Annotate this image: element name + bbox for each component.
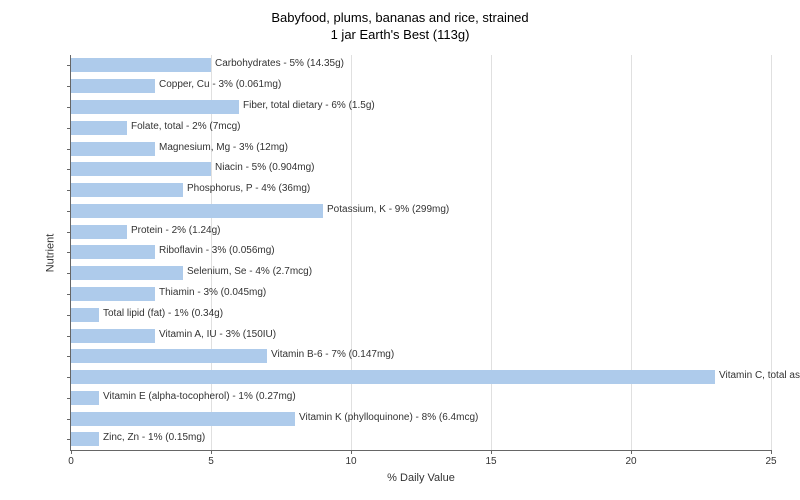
bar: Vitamin C, total ascorbic acid - 23% (13…	[71, 370, 715, 384]
bar-row: Fiber, total dietary - 6% (1.5g)	[71, 97, 771, 118]
bar-row: Magnesium, Mg - 3% (12mg)	[71, 138, 771, 159]
bar-row: Vitamin B-6 - 7% (0.147mg)	[71, 346, 771, 367]
bar-label: Vitamin K (phylloquinone) - 8% (6.4mcg)	[299, 412, 478, 423]
bar: Phosphorus, P - 4% (36mg)	[71, 183, 183, 197]
bar: Protein - 2% (1.24g)	[71, 225, 127, 239]
chart-title: Babyfood, plums, bananas and rice, strai…	[0, 0, 800, 44]
bar-row: Carbohydrates - 5% (14.35g)	[71, 55, 771, 76]
bar-label: Phosphorus, P - 4% (36mg)	[187, 183, 310, 194]
bar: Total lipid (fat) - 1% (0.34g)	[71, 308, 99, 322]
bar-label: Protein - 2% (1.24g)	[131, 225, 221, 236]
plot-area: Nutrient % Daily Value 0510152025Carbohy…	[70, 55, 771, 451]
x-tick-label: 25	[765, 456, 776, 467]
x-tick-label: 10	[345, 456, 356, 467]
bar-row: Vitamin E (alpha-tocopherol) - 1% (0.27m…	[71, 388, 771, 409]
x-tick-label: 5	[208, 456, 214, 467]
bar-label: Vitamin C, total ascorbic acid - 23% (13…	[719, 370, 800, 381]
bar-row: Vitamin A, IU - 3% (150IU)	[71, 325, 771, 346]
bar: Riboflavin - 3% (0.056mg)	[71, 245, 155, 259]
bar: Thiamin - 3% (0.045mg)	[71, 287, 155, 301]
bar-row: Zinc, Zn - 1% (0.15mg)	[71, 429, 771, 450]
bar: Potassium, K - 9% (299mg)	[71, 204, 323, 218]
bar-label: Magnesium, Mg - 3% (12mg)	[159, 142, 288, 153]
x-tick-mark	[771, 450, 772, 454]
bar-label: Carbohydrates - 5% (14.35g)	[215, 58, 344, 69]
title-line-2: 1 jar Earth's Best (113g)	[0, 27, 800, 44]
bar-label: Selenium, Se - 4% (2.7mcg)	[187, 266, 312, 277]
bar: Fiber, total dietary - 6% (1.5g)	[71, 100, 239, 114]
x-tick-mark	[211, 450, 212, 454]
bar-row: Potassium, K - 9% (299mg)	[71, 200, 771, 221]
bar-label: Folate, total - 2% (7mcg)	[131, 121, 240, 132]
bar-row: Selenium, Se - 4% (2.7mcg)	[71, 263, 771, 284]
x-axis-label: % Daily Value	[387, 472, 455, 484]
bar: Vitamin K (phylloquinone) - 8% (6.4mcg)	[71, 412, 295, 426]
bar-row: Vitamin K (phylloquinone) - 8% (6.4mcg)	[71, 408, 771, 429]
bar: Folate, total - 2% (7mcg)	[71, 121, 127, 135]
bar-label: Fiber, total dietary - 6% (1.5g)	[243, 100, 375, 111]
bar-label: Copper, Cu - 3% (0.061mg)	[159, 79, 281, 90]
bar: Zinc, Zn - 1% (0.15mg)	[71, 432, 99, 446]
bar-label: Niacin - 5% (0.904mg)	[215, 162, 314, 173]
bar-row: Niacin - 5% (0.904mg)	[71, 159, 771, 180]
x-tick-mark	[351, 450, 352, 454]
bar: Magnesium, Mg - 3% (12mg)	[71, 142, 155, 156]
x-tick-mark	[491, 450, 492, 454]
bar-row: Folate, total - 2% (7mcg)	[71, 117, 771, 138]
bar-row: Copper, Cu - 3% (0.061mg)	[71, 76, 771, 97]
bar-row: Phosphorus, P - 4% (36mg)	[71, 180, 771, 201]
x-tick-label: 15	[485, 456, 496, 467]
x-tick-label: 20	[625, 456, 636, 467]
bar: Niacin - 5% (0.904mg)	[71, 162, 211, 176]
bar-label: Vitamin B-6 - 7% (0.147mg)	[271, 349, 394, 360]
bar: Copper, Cu - 3% (0.061mg)	[71, 79, 155, 93]
title-line-1: Babyfood, plums, bananas and rice, strai…	[0, 10, 800, 27]
bar-label: Potassium, K - 9% (299mg)	[327, 204, 449, 215]
bar-label: Zinc, Zn - 1% (0.15mg)	[103, 432, 205, 443]
bar-label: Total lipid (fat) - 1% (0.34g)	[103, 308, 223, 319]
bar-label: Vitamin E (alpha-tocopherol) - 1% (0.27m…	[103, 391, 296, 402]
bar-row: Thiamin - 3% (0.045mg)	[71, 284, 771, 305]
chart-container: Babyfood, plums, bananas and rice, strai…	[0, 0, 800, 500]
bar-label: Riboflavin - 3% (0.056mg)	[159, 245, 275, 256]
bar: Selenium, Se - 4% (2.7mcg)	[71, 266, 183, 280]
bars-group: Carbohydrates - 5% (14.35g) Copper, Cu - …	[71, 55, 771, 450]
y-axis-label: Nutrient	[44, 233, 56, 272]
x-tick-label: 0	[68, 456, 74, 467]
bar: Vitamin E (alpha-tocopherol) - 1% (0.27m…	[71, 391, 99, 405]
x-tick-mark	[71, 450, 72, 454]
bar-row: Vitamin C, total ascorbic acid - 23% (13…	[71, 367, 771, 388]
bar-label: Thiamin - 3% (0.045mg)	[159, 287, 266, 298]
bar: Carbohydrates - 5% (14.35g)	[71, 58, 211, 72]
bar-label: Vitamin A, IU - 3% (150IU)	[159, 329, 276, 340]
gridline	[771, 55, 772, 450]
bar-row: Protein - 2% (1.24g)	[71, 221, 771, 242]
bar-row: Riboflavin - 3% (0.056mg)	[71, 242, 771, 263]
bar-row: Total lipid (fat) - 1% (0.34g)	[71, 304, 771, 325]
x-tick-mark	[631, 450, 632, 454]
bar: Vitamin A, IU - 3% (150IU)	[71, 329, 155, 343]
bar: Vitamin B-6 - 7% (0.147mg)	[71, 349, 267, 363]
